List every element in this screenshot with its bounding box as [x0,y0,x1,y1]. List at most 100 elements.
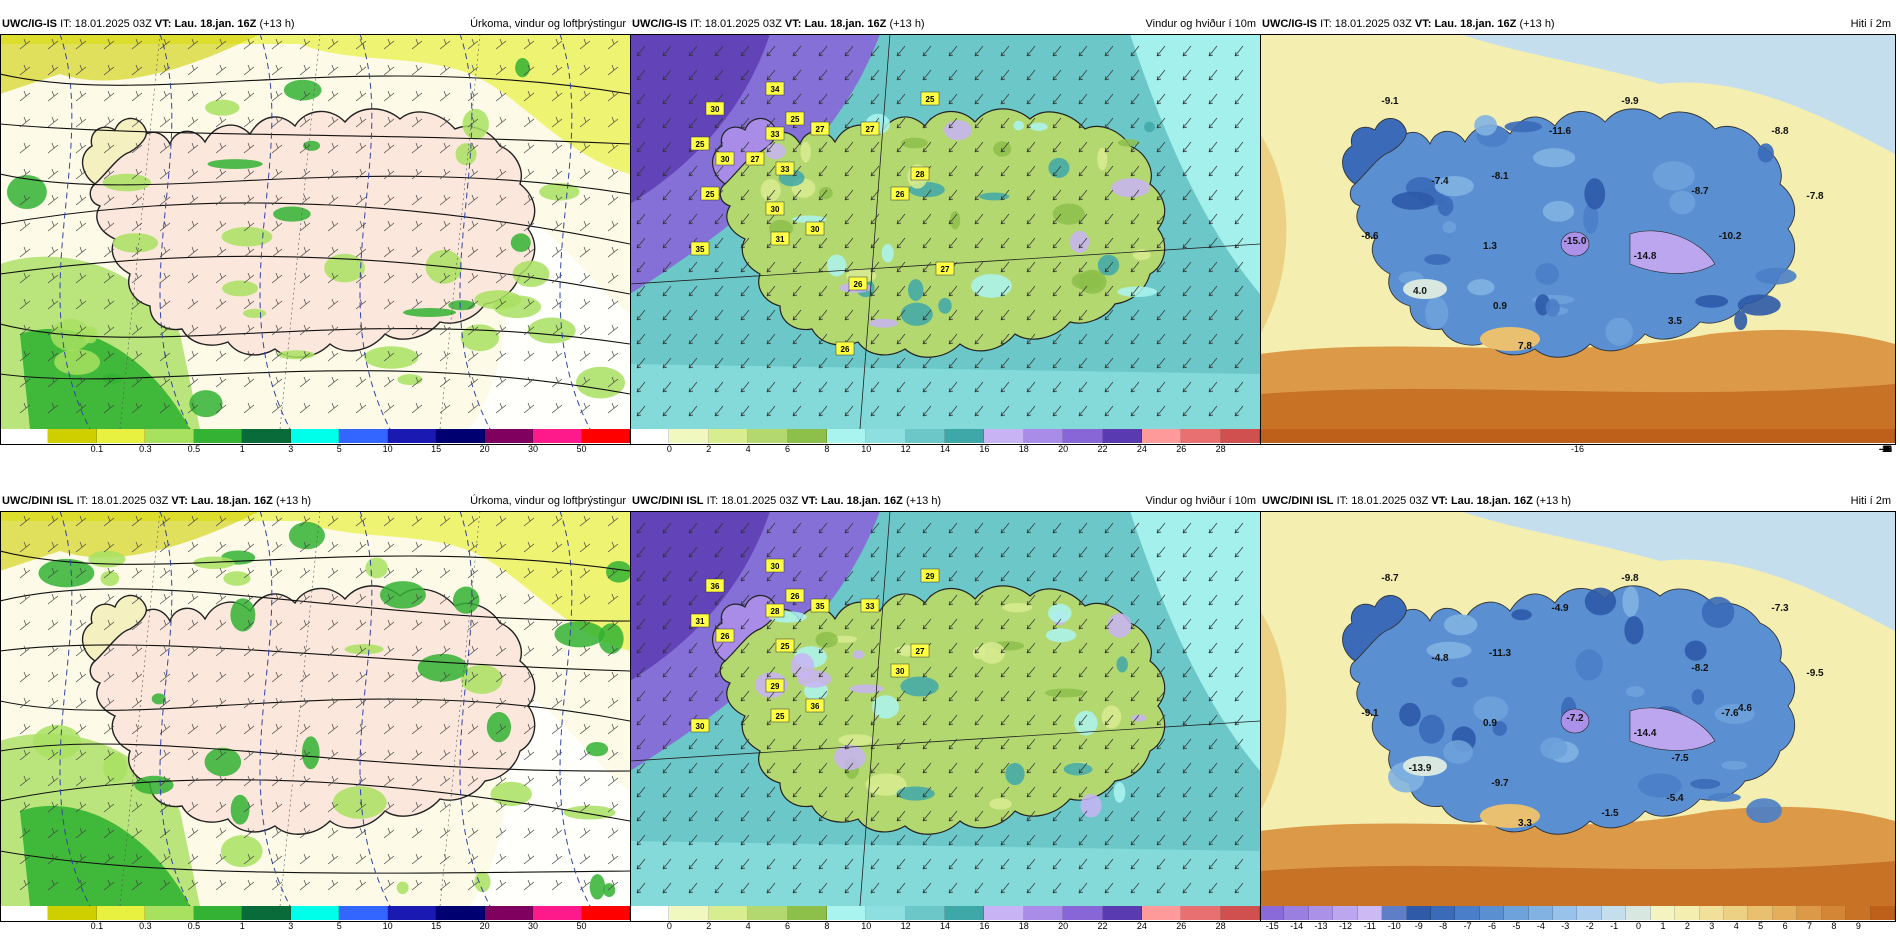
init-time: 18.01.2025 03Z [1351,495,1429,507]
colorbar-tick: 5 [336,921,342,931]
colorbar-tick: 0.1 [90,444,104,454]
colorbar [630,906,1260,920]
colorbar-tick: 20 [479,444,490,454]
colorbar-segment [1181,429,1221,443]
colorbar-tick: -13 [1878,444,1892,454]
colorbar-segment [1102,429,1142,443]
colorbar-tick: 0 [666,444,672,454]
gust-label: 30 [715,151,735,166]
gust-label: 26 [890,186,910,201]
colorbar-tick: -7 [1463,921,1472,931]
colorbar-tick: -5 [1512,921,1521,931]
colorbar-segment [1063,429,1103,443]
colorbar-segment [1699,906,1725,920]
colorbar-segment [669,906,709,920]
temperature-label: -9.1 [1361,708,1379,719]
model-name: UWC/DINI ISL [1262,495,1334,507]
panel-title: Vindur og hviður í 10m [1145,18,1256,30]
colorbar-tick: 26 [1176,444,1187,454]
gust-label: 27 [910,643,930,658]
temperature-label: -9.1 [1381,96,1399,107]
colorbar-tick: -14 [1290,921,1304,931]
colorbar-tick: 6 [1882,444,1888,454]
svg-text:29: 29 [926,572,935,581]
colorbar-tick: 10 [861,444,872,454]
colorbar-segment [748,906,788,920]
svg-text:26: 26 [791,592,800,601]
colorbar-segment [387,906,437,920]
colorbar-tick: -4 [1536,921,1545,931]
colorbar-segment [145,429,194,443]
valid-time-label: VT: [801,495,818,507]
gust-label: 26 [715,628,735,643]
temperature-label: 3.5 [1668,316,1682,327]
colorbar-tick: 24 [1136,921,1147,931]
colorbar-tick: -1 [1881,444,1890,454]
init-time-label: IT: [690,18,702,30]
colorbar-tick: 15 [431,921,442,931]
colorbar-tick: 5 [336,444,342,454]
colorbar-tick: 15 [431,444,442,454]
colorbar-tick: -5 [1881,444,1890,454]
colorbar-ticks: 0 2 4 6 8 10 12 14 16 18 20 22 24 26 28 [630,444,1260,456]
colorbar-segment [1141,906,1182,920]
colorbar-tick: 1 [1882,444,1888,454]
colorbar-tick: -2 [1881,444,1890,454]
colorbar-tick: -8 [1439,921,1448,931]
colorbar-segment [1141,429,1182,443]
lead-time: (+13 h) [259,18,295,30]
map-panel-precip: UWC/IG-IS IT: 18.01.2025 03Z VT: Lau. 18… [0,14,631,464]
colorbar-tick: 2 [1882,444,1888,454]
svg-text:30: 30 [696,722,705,731]
init-time-label: IT: [706,495,719,507]
panel-header: UWC/IG-IS IT: 18.01.2025 03Z VT: Lau. 18… [1260,14,1895,34]
colorbar-tick: 0 [1636,921,1642,931]
map-panel-temp: UWC/IG-IS IT: 18.01.2025 03Z VT: Lau. 18… [1260,14,1896,464]
valid-time: Lau. 18.jan. 16Z [174,18,257,30]
colorbar-tick: 3 [1882,444,1888,454]
colorbar-tick: 24 [1136,444,1147,454]
colorbar-tick: 30 [528,921,539,931]
colorbar-segment [436,906,485,920]
svg-text:30: 30 [896,667,905,676]
temperature-label: 4.0 [1413,286,1427,297]
colorbar-segment [826,906,867,920]
colorbar-segment [1675,906,1700,920]
gust-label: 25 [700,186,720,201]
colorbar [1260,906,1895,920]
colorbar-segment [436,429,485,443]
svg-text:27: 27 [816,125,825,134]
map-image: -9.1 -9.9 -11.6 -8.8 -7.4 -8.1 -8.7 -7.8 -8.6 -15… [1260,34,1895,429]
temperature-label: -7.4 [1431,176,1449,187]
temperature-label: 0.9 [1493,301,1507,312]
colorbar-tick: 8 [824,444,830,454]
gust-label: 33 [765,126,785,141]
colorbar-segment [748,429,788,443]
colorbar-segment [1333,906,1358,920]
colorbar-segment [1102,906,1142,920]
colorbar-tick: -7 [1881,444,1890,454]
colorbar-segment [242,429,291,443]
svg-text:33: 33 [771,130,780,139]
colorbar-tick: 2 [1684,921,1690,931]
panel-header: UWC/IG-IS IT: 18.01.2025 03Z VT: Lau. 18… [630,14,1260,34]
svg-text:25: 25 [696,140,705,149]
colorbar-segment [1504,906,1529,920]
gust-label: 30 [705,101,725,116]
colorbar-segment [290,429,340,443]
temperature-label: 1.3 [1483,241,1497,252]
colorbar-segment [533,906,582,920]
colorbar-tick: 18 [1018,444,1029,454]
colorbar-segment [708,429,749,443]
svg-text:33: 33 [866,602,875,611]
temperature-label: -15.0 [1564,236,1587,247]
init-time: 18.01.2025 03Z [704,18,782,30]
colorbar-ticks: -16 -15 -14 -13 -12 -11 -10 -9 -8 -7 -6 -5 -4 -3 -2 -1 0… [1260,444,1895,456]
colorbar-segment [96,906,146,920]
gust-label: 25 [770,708,790,723]
init-time-label: IT: [1320,18,1332,30]
svg-text:25: 25 [791,115,800,124]
temperature-label: -11.6 [1549,126,1572,137]
colorbar-tick: -9 [1414,921,1423,931]
svg-text:30: 30 [771,562,780,571]
